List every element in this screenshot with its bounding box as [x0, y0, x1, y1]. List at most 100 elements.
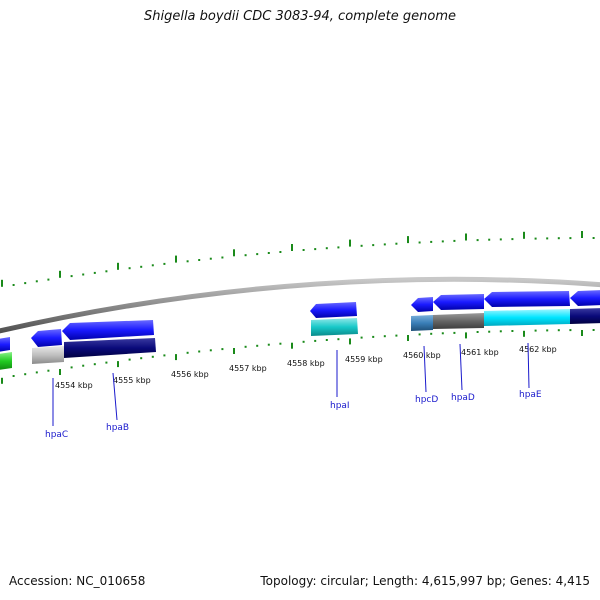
- cds-arrow-6: [484, 291, 570, 307]
- gene-label-hpaD[interactable]: hpaD: [451, 393, 475, 403]
- minor-tick: [163, 354, 166, 357]
- minor-tick: [209, 257, 212, 260]
- major-tick: [175, 255, 177, 263]
- gene-bar-hpaI: [311, 318, 358, 336]
- minor-tick: [221, 348, 224, 351]
- minor-tick: [592, 237, 595, 239]
- scale-label: 4562 kbp: [519, 345, 557, 354]
- cds-arrow-5: [433, 294, 484, 310]
- gene-label-hpaI[interactable]: hpaI: [330, 401, 350, 411]
- major-tick: [233, 249, 235, 257]
- minor-tick: [511, 330, 514, 332]
- gene-leader-lines: [52, 342, 530, 426]
- minor-tick: [209, 349, 212, 352]
- minor-tick: [82, 364, 85, 367]
- minor-tick: [256, 344, 259, 347]
- minor-tick: [244, 345, 247, 348]
- cds-arrow-4: [411, 297, 433, 312]
- minor-tick: [360, 244, 363, 247]
- minor-tick: [430, 240, 433, 243]
- minor-tick: [325, 339, 328, 341]
- minor-tick: [314, 248, 317, 251]
- minor-tick: [360, 336, 363, 339]
- gene-label-hpcD[interactable]: hpcD: [415, 395, 438, 405]
- cds-arrow-1: [31, 329, 62, 347]
- upper-strand-features: [0, 290, 600, 352]
- minor-tick: [151, 264, 154, 267]
- major-tick: [523, 231, 525, 239]
- minor-tick: [198, 350, 201, 353]
- minor-tick: [557, 329, 560, 332]
- minor-tick: [453, 239, 456, 242]
- minor-tick: [256, 253, 259, 256]
- minor-tick: [534, 237, 537, 240]
- gene-bar-hpcD-a: [411, 315, 433, 331]
- minor-tick: [163, 262, 166, 265]
- scale-label: 4556 kbp: [171, 370, 209, 379]
- major-tick: [407, 335, 409, 341]
- scale-label: 4554 kbp: [55, 381, 93, 390]
- major-tick: [291, 342, 293, 349]
- minor-tick: [267, 343, 270, 346]
- minor-tick: [546, 237, 549, 240]
- leader-line-hpaB: [112, 372, 118, 421]
- major-tick: [581, 231, 583, 238]
- major-tick: [291, 244, 293, 251]
- cds-arrow-3: [310, 302, 357, 318]
- minor-tick: [441, 332, 444, 335]
- minor-tick: [186, 260, 189, 263]
- minor-tick: [244, 254, 247, 257]
- minor-tick: [128, 267, 131, 270]
- minor-tick: [24, 373, 27, 376]
- leader-line-hpaE: [527, 342, 530, 389]
- cds-arrow-2: [62, 320, 154, 340]
- minor-tick: [337, 338, 340, 341]
- minor-tick: [418, 241, 421, 244]
- scale-label: 4558 kbp: [287, 359, 325, 368]
- cds-arrow-left-edge: [0, 337, 10, 352]
- gene-label-hpaC[interactable]: hpaC: [45, 430, 68, 440]
- major-tick: [349, 338, 351, 345]
- minor-tick: [47, 278, 50, 281]
- cds-arrow-7: [570, 290, 600, 306]
- minor-tick: [70, 366, 73, 369]
- minor-tick: [592, 329, 595, 331]
- minor-tick: [488, 330, 491, 333]
- minor-tick: [314, 339, 317, 342]
- scale-label: 4559 kbp: [345, 355, 383, 364]
- scale-label: 4555 kbp: [113, 376, 151, 385]
- major-tick: [465, 233, 467, 241]
- major-tick: [523, 330, 525, 337]
- major-tick: [465, 332, 467, 339]
- minor-tick: [302, 340, 305, 343]
- minor-tick: [395, 334, 398, 337]
- gene-label-hpaB[interactable]: hpaB: [106, 423, 129, 433]
- gene-label-hpaE[interactable]: hpaE: [519, 390, 542, 400]
- minor-tick: [383, 335, 386, 338]
- gene-bar-green: [0, 352, 12, 370]
- minor-tick: [47, 369, 50, 372]
- minor-tick: [418, 333, 421, 336]
- minor-tick: [93, 363, 96, 366]
- gene-bar-hpaD: [484, 309, 570, 326]
- scale-label: 4561 kbp: [461, 348, 499, 357]
- major-tick: [59, 369, 61, 375]
- minor-tick: [128, 358, 131, 361]
- minor-tick: [12, 284, 15, 286]
- minor-tick: [279, 251, 282, 253]
- scale-labels: 4554 kbp 4555 kbp 4556 kbp 4557 kbp 4558…: [55, 345, 557, 390]
- minor-tick: [488, 238, 491, 241]
- minor-tick: [395, 242, 398, 245]
- genome-title: Shigella boydii CDC 3083-94, complete ge…: [143, 9, 457, 24]
- minor-tick: [105, 270, 108, 273]
- minor-tick: [35, 280, 38, 283]
- inner-tick-ring: [1, 329, 595, 384]
- minor-tick: [70, 275, 73, 278]
- minor-tick: [372, 335, 375, 338]
- minor-tick: [302, 249, 305, 251]
- minor-tick: [430, 332, 433, 335]
- major-tick: [581, 330, 583, 336]
- major-tick: [349, 239, 351, 247]
- minor-tick: [499, 238, 502, 241]
- minor-tick: [569, 329, 572, 332]
